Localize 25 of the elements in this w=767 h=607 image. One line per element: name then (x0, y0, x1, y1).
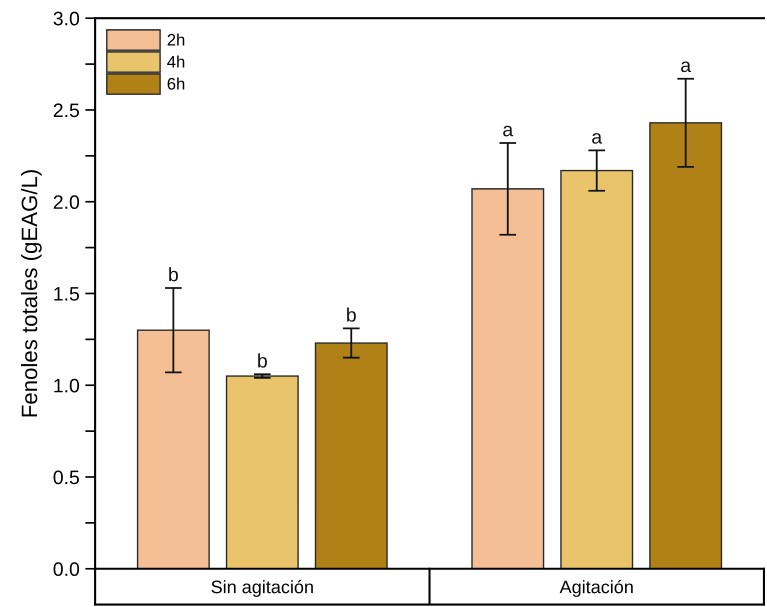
data-label: a (592, 133, 602, 144)
y-tick-label: 1.5 (54, 287, 80, 301)
bar (226, 375, 299, 569)
data-label: a (503, 126, 514, 136)
legend-label: 2h (168, 33, 184, 46)
bar (314, 342, 388, 569)
x-tick-label: Sin agitación (211, 580, 313, 597)
x-tick-label: Agitación (560, 580, 633, 597)
y-tick-label: 2.5 (54, 103, 80, 118)
y-axis-title: Fenoles totales (gEAG/L) (20, 170, 42, 416)
data-label: a (681, 61, 692, 72)
y-tick-label: 2.0 (54, 195, 80, 209)
data-label: b (347, 307, 356, 322)
bar (136, 329, 210, 569)
y-tick-label: 0.5 (54, 470, 80, 484)
bar (649, 122, 722, 569)
legend-label: 6h (168, 77, 184, 90)
bar (471, 188, 544, 569)
legend-label: 4h (167, 55, 184, 68)
bar (560, 170, 634, 569)
data-label: b (258, 353, 267, 368)
y-tick-label: 0.0 (54, 562, 80, 576)
y-tick-label: 3.0 (54, 12, 80, 26)
data-label: b (169, 267, 178, 282)
y-tick-label: 1.0 (54, 378, 80, 392)
